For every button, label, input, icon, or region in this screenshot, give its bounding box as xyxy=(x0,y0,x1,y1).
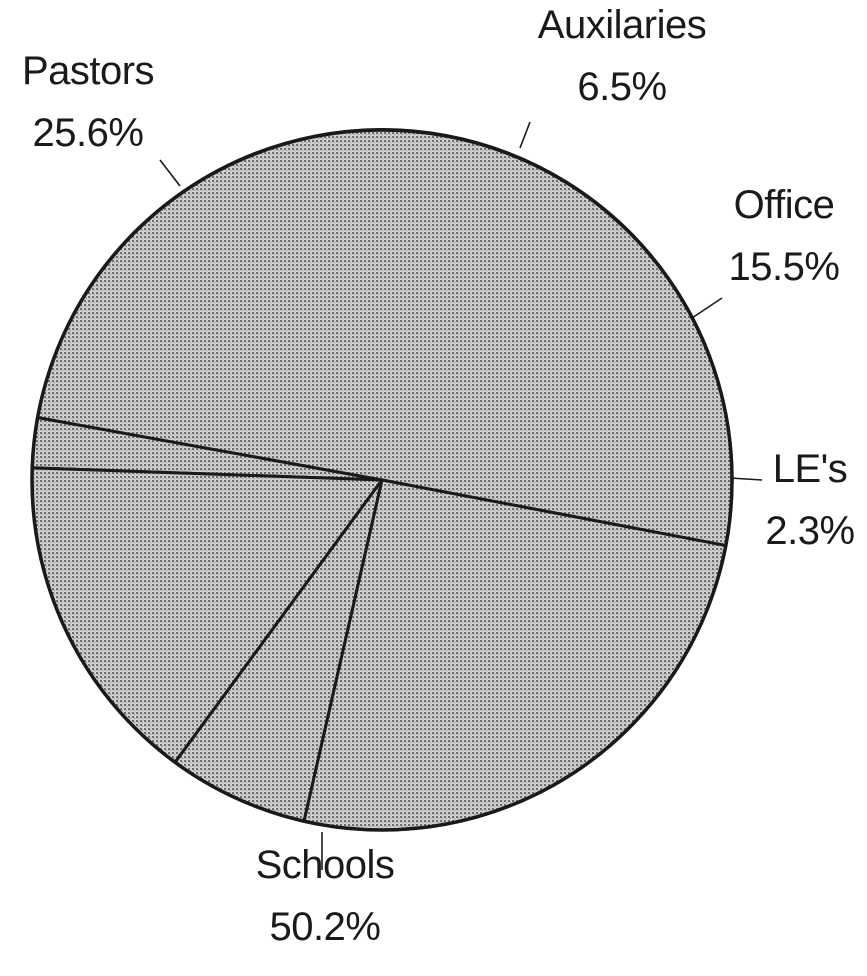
slice-name-label: Schools xyxy=(256,843,395,887)
leader-line xyxy=(519,121,531,149)
slice-name-label: Pastors xyxy=(22,49,154,93)
slice-labels: Schools 50.2% LE's 2.3% Office 15.5% Auxilarie… xyxy=(22,3,855,949)
slice-name-label: LE's xyxy=(773,447,848,491)
slice-value-label: 2.3% xyxy=(765,509,854,553)
slice-name-label: Office xyxy=(734,183,835,227)
leader-line xyxy=(159,159,181,187)
slice-value-label: 50.2% xyxy=(270,905,381,949)
leader-line xyxy=(691,297,723,319)
pie-outline xyxy=(30,128,734,832)
leader-lines xyxy=(159,121,763,870)
slice-value-label: 15.5% xyxy=(729,245,840,289)
slice-name-label: Auxilaries xyxy=(538,3,706,47)
pie-slices xyxy=(30,128,734,832)
leader-line xyxy=(729,477,763,481)
slice-value-label: 25.6% xyxy=(33,111,144,155)
slice-value-label: 6.5% xyxy=(577,65,666,109)
